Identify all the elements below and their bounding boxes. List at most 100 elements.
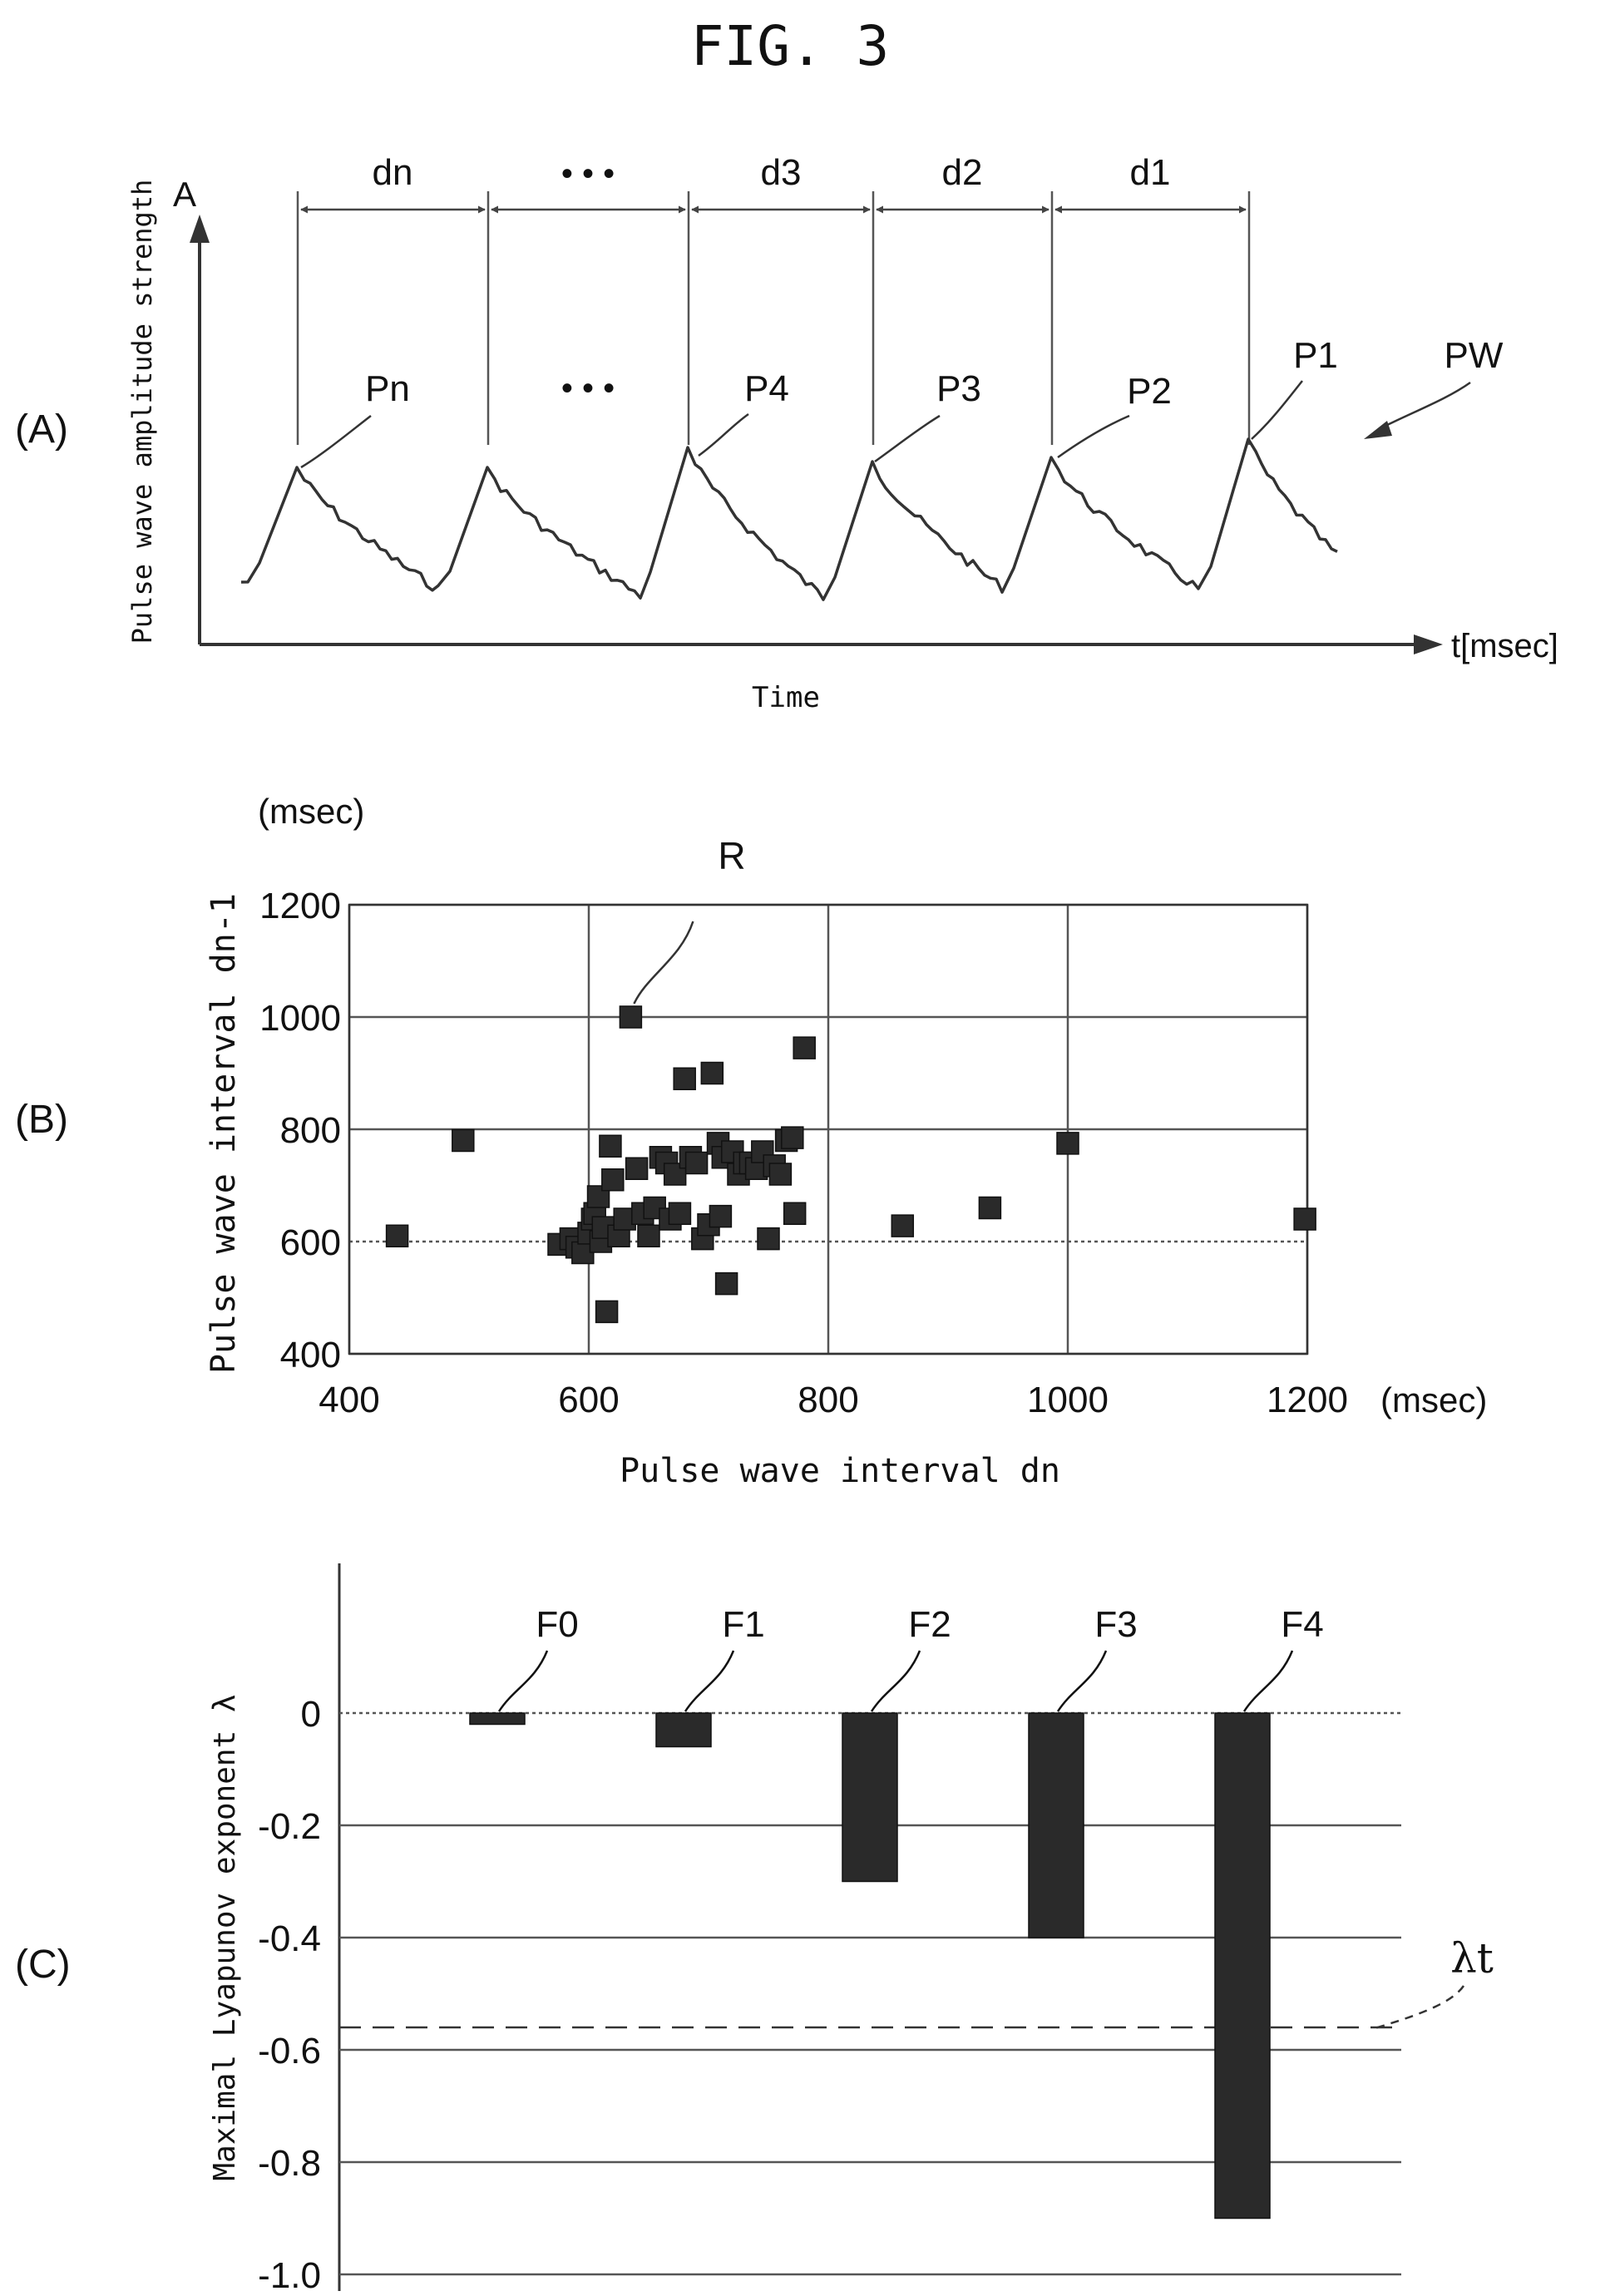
leader-p3 xyxy=(874,414,941,463)
panel-b-y-tick-label: 600 xyxy=(280,1222,341,1263)
panel-a-y-arrowhead xyxy=(190,215,210,243)
threshold-label: λt xyxy=(1450,1934,1494,1982)
scatter-point xyxy=(781,1126,804,1149)
panel-b-x-unit: (msec) xyxy=(1380,1380,1487,1420)
category-label: F2 xyxy=(908,1604,951,1645)
scatter-point xyxy=(385,1224,409,1247)
panel-b-y-label: Pulse wave interval dn-1 xyxy=(205,893,243,1374)
panel-b-y-tick-label: 1200 xyxy=(259,886,341,926)
panel-b-points xyxy=(385,1005,1316,1324)
peak-label-p1: P1 xyxy=(1293,335,1338,376)
panel-b-plot-frame xyxy=(348,903,1309,1355)
scatter-point xyxy=(978,1196,1002,1220)
peak-label-pn: Pn xyxy=(365,368,410,409)
scatter-point xyxy=(668,1202,692,1225)
scatter-point xyxy=(673,1067,696,1090)
scatter-point xyxy=(891,1214,915,1237)
panel-b-label: (B) xyxy=(15,1098,68,1142)
pulse-waveform xyxy=(240,437,1338,601)
panel-b-grid xyxy=(348,903,1309,1355)
annotation-r-leader xyxy=(633,921,694,1005)
peak-label-dots: • • • xyxy=(561,370,615,407)
scatter-point xyxy=(1293,1207,1316,1231)
panel-a-x-arrowhead xyxy=(1414,634,1443,654)
panel-b-x-tick-label: 600 xyxy=(558,1380,619,1420)
scatter-point xyxy=(1056,1132,1079,1155)
category-leader xyxy=(870,1650,921,1712)
scatter-point xyxy=(452,1128,475,1153)
peak-label-p3: P3 xyxy=(936,368,981,409)
scatter-point xyxy=(700,1061,724,1085)
scatter-point xyxy=(714,1271,738,1296)
panel-b-y-tick-label: 800 xyxy=(280,1110,341,1151)
category-label: F0 xyxy=(536,1604,578,1645)
interval-label-d1: d1 xyxy=(1130,152,1171,193)
panel-b-x-tick-label: 1200 xyxy=(1267,1380,1348,1420)
category-leader xyxy=(1056,1650,1108,1712)
panel-c-y-tick-label: 0 xyxy=(301,1694,321,1735)
curve-label-pw: PW xyxy=(1445,335,1504,376)
leader-p2 xyxy=(1057,414,1130,459)
panel-c-y-ticks: 0 -0.2 -0.4 -0.6 -0.8 -1.0 xyxy=(258,1694,321,2296)
category-label: F1 xyxy=(722,1604,764,1645)
scatter-point xyxy=(684,1151,709,1175)
panel-a-x-label: Time xyxy=(752,681,820,714)
category-leader xyxy=(497,1650,549,1712)
category-label: F4 xyxy=(1281,1604,1323,1645)
scatter-point xyxy=(757,1227,780,1251)
panel-c-y-label: Maximal Lyapunov exponent λ xyxy=(208,1694,242,2180)
scatter-point xyxy=(768,1163,793,1186)
panel-c-y-tick-label: -0.6 xyxy=(258,2031,321,2071)
panel-b-y-ticks: 400 600 800 1000 1200 xyxy=(259,886,341,1375)
figure-title: FIG. 3 xyxy=(691,14,889,78)
bar-f0 xyxy=(469,1712,526,1726)
scatter-point xyxy=(793,1036,816,1059)
interval-label-dn: dn xyxy=(373,152,413,193)
category-leader xyxy=(1242,1650,1294,1712)
panel-a: (A) A t[msec] Time Pulse wave amplitude … xyxy=(15,152,1558,714)
panel-c-y-tick-label: -0.4 xyxy=(258,1918,321,1959)
panel-a-guides xyxy=(296,191,1251,445)
bar-f1 xyxy=(655,1712,712,1748)
scatter-point xyxy=(709,1204,733,1228)
scatter-point xyxy=(599,1134,622,1158)
threshold-leader xyxy=(1371,1985,1465,2031)
peak-leaders xyxy=(300,380,1303,469)
panel-b-annotation-r: R xyxy=(718,834,745,877)
scatter-point xyxy=(625,1157,649,1180)
interval-label-d2: d2 xyxy=(942,152,983,193)
panel-c-label: (C) xyxy=(15,1943,71,1987)
panel-c: (C) 0 -0.2 -0.4 -0.6 -0.8 -1.0 F0 F1 F2 F3 F4 Max… xyxy=(15,1563,1494,2296)
bar-f3 xyxy=(1028,1712,1084,1938)
scatter-point xyxy=(619,1005,643,1029)
peak-label-p4: P4 xyxy=(744,368,789,409)
panel-c-y-tick-label: -1.0 xyxy=(258,2255,321,2296)
panel-b-x-tick-label: 1000 xyxy=(1027,1380,1109,1420)
scatter-point xyxy=(595,1300,619,1324)
panel-b-x-label: Pulse wave interval dn xyxy=(620,1452,1060,1490)
panel-c-y-tick-label: -0.2 xyxy=(258,1806,321,1847)
bar-f4 xyxy=(1214,1712,1271,2219)
pw-leader-arrowhead xyxy=(1364,421,1392,439)
panel-a-y-label: Pulse wave amplitude strength xyxy=(126,180,158,644)
interval-label-d3: d3 xyxy=(761,152,802,193)
panel-b-x-tick-label: 800 xyxy=(798,1380,858,1420)
panel-a-x-unit: t[msec] xyxy=(1451,628,1558,664)
category-label: F3 xyxy=(1094,1604,1137,1645)
scatter-point xyxy=(637,1224,660,1247)
panel-b: (B) 400 600 800 1000 1200 40060080010001200 … xyxy=(15,792,1487,1490)
panel-b-y-tick-label: 400 xyxy=(280,1335,341,1375)
panel-c-bars xyxy=(469,1712,1271,2219)
bar-f2 xyxy=(842,1712,898,1883)
panel-a-y-axis-letter: A xyxy=(173,175,196,214)
panel-c-category-labels: F0 F1 F2 F3 F4 xyxy=(497,1604,1324,1712)
interval-label-dots: • • • xyxy=(561,156,615,192)
scatter-point xyxy=(783,1202,807,1225)
panel-b-x-ticks: 400 600 800 1000 1200 xyxy=(319,1380,1348,1420)
leader-pn xyxy=(300,415,372,469)
category-leader xyxy=(684,1650,735,1712)
pw-leader xyxy=(1380,381,1471,430)
panel-b-y-unit: (msec) xyxy=(258,792,364,831)
peak-label-p2: P2 xyxy=(1127,371,1172,412)
